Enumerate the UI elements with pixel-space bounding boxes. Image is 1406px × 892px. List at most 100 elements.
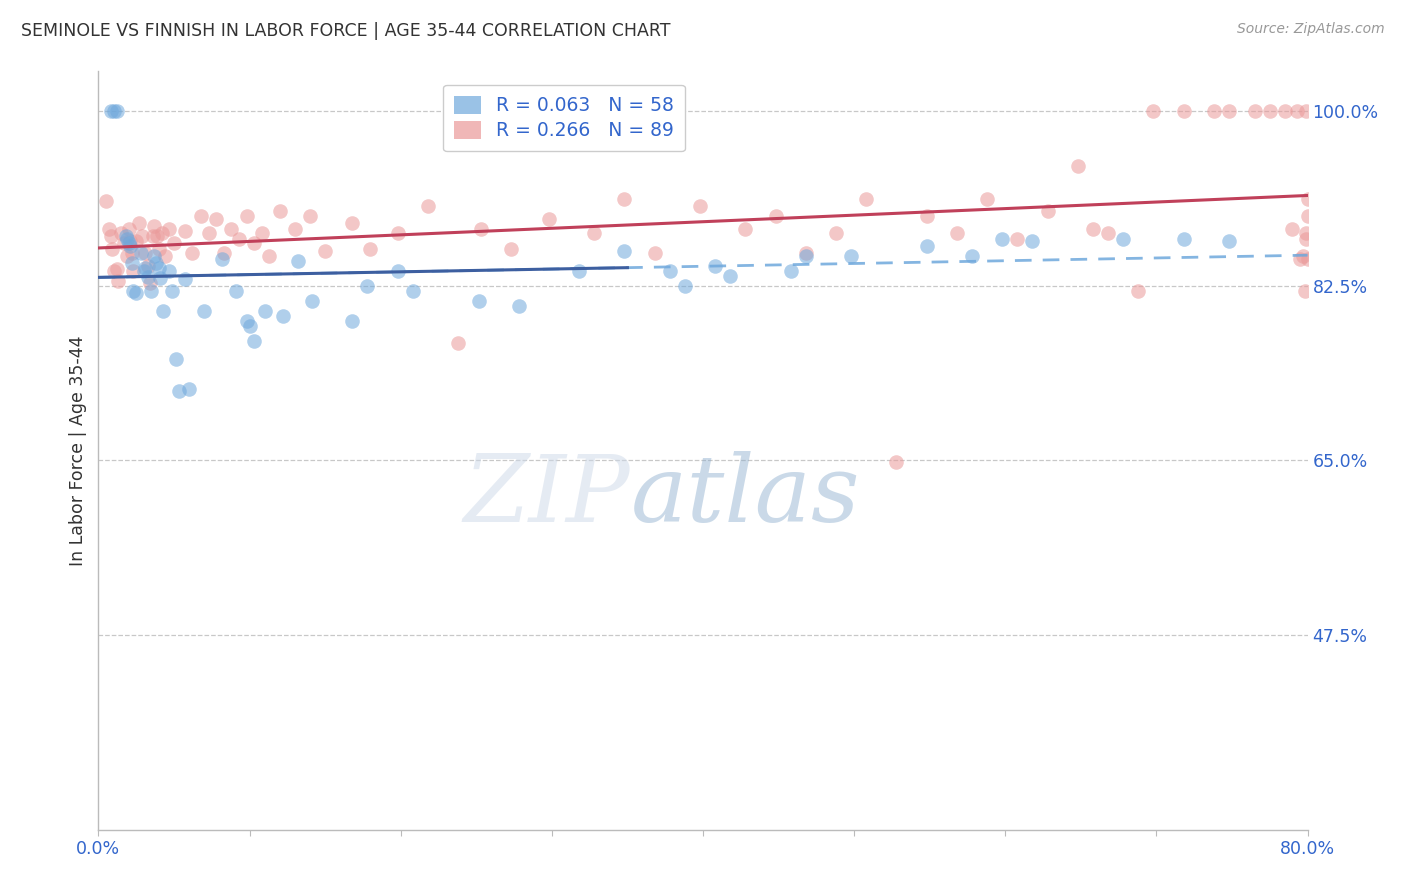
Point	[689, 199, 711, 213]
Point	[1289, 252, 1312, 266]
Point	[112, 235, 135, 250]
Point	[1285, 104, 1308, 119]
Point	[402, 284, 425, 298]
Point	[118, 222, 141, 236]
Point	[167, 384, 190, 398]
Point	[1295, 104, 1317, 119]
Point	[193, 303, 215, 318]
Point	[253, 303, 276, 318]
Point	[1258, 104, 1281, 119]
Point	[583, 226, 606, 240]
Point	[105, 261, 128, 276]
Point	[149, 271, 172, 285]
Point	[447, 335, 470, 350]
Point	[122, 264, 145, 278]
Point	[197, 226, 219, 240]
Point	[103, 264, 125, 278]
Point	[205, 212, 228, 227]
Legend: R = 0.063   N = 58, R = 0.266   N = 89: R = 0.063 N = 58, R = 0.266 N = 89	[443, 85, 685, 152]
Text: SEMINOLE VS FINNISH IN LABOR FORCE | AGE 35-44 CORRELATION CHART: SEMINOLE VS FINNISH IN LABOR FORCE | AGE…	[21, 22, 671, 40]
Point	[613, 192, 636, 206]
Text: ZIP: ZIP	[464, 451, 630, 541]
Point	[190, 209, 212, 223]
Point	[94, 194, 117, 208]
Point	[98, 222, 121, 236]
Point	[915, 209, 938, 223]
Point	[765, 209, 787, 223]
Point	[1296, 252, 1319, 266]
Point	[235, 314, 257, 328]
Point	[1295, 226, 1317, 240]
Point	[416, 199, 439, 213]
Point	[915, 239, 938, 253]
Point	[839, 249, 862, 263]
Point	[136, 259, 159, 273]
Point	[976, 192, 998, 206]
Point	[779, 264, 801, 278]
Point	[122, 284, 145, 298]
Point	[1036, 204, 1059, 219]
Point	[121, 246, 143, 260]
Point	[825, 226, 848, 240]
Point	[1274, 104, 1296, 119]
Point	[132, 264, 155, 278]
Point	[121, 256, 143, 270]
Point	[946, 226, 969, 240]
Point	[173, 224, 195, 238]
Point	[134, 260, 156, 275]
Point	[1292, 249, 1315, 263]
Point	[1067, 159, 1090, 173]
Point	[153, 249, 176, 263]
Point	[145, 256, 167, 270]
Point	[139, 276, 162, 290]
Point	[110, 226, 132, 240]
Point	[115, 249, 138, 263]
Point	[118, 235, 141, 250]
Point	[1128, 284, 1150, 298]
Point	[129, 246, 152, 260]
Point	[257, 249, 280, 263]
Point	[360, 242, 382, 256]
Point	[243, 235, 266, 250]
Point	[387, 226, 409, 240]
Point	[128, 216, 150, 230]
Point	[125, 234, 148, 248]
Point	[271, 309, 294, 323]
Point	[162, 284, 184, 298]
Point	[1202, 104, 1225, 119]
Point	[100, 229, 122, 244]
Point	[1173, 104, 1195, 119]
Point	[100, 104, 122, 119]
Point	[250, 226, 273, 240]
Point	[143, 249, 166, 263]
Point	[284, 222, 307, 236]
Point	[568, 264, 591, 278]
Point	[150, 226, 173, 240]
Point	[159, 264, 181, 278]
Point	[146, 229, 169, 244]
Point	[387, 264, 409, 278]
Point	[1294, 284, 1316, 298]
Point	[673, 278, 696, 293]
Point	[1218, 234, 1240, 248]
Point	[141, 284, 163, 298]
Point	[658, 264, 681, 278]
Point	[211, 252, 233, 266]
Point	[734, 222, 756, 236]
Point	[120, 234, 142, 248]
Point	[103, 104, 125, 119]
Point	[1281, 222, 1303, 236]
Point	[960, 249, 983, 263]
Point	[125, 285, 148, 300]
Point	[704, 259, 727, 273]
Point	[131, 229, 153, 244]
Point	[342, 216, 364, 230]
Point	[299, 209, 322, 223]
Point	[314, 244, 336, 258]
Point	[163, 235, 186, 250]
Point	[269, 204, 291, 219]
Point	[225, 284, 247, 298]
Point	[356, 278, 378, 293]
Point	[120, 239, 142, 253]
Point	[107, 274, 129, 288]
